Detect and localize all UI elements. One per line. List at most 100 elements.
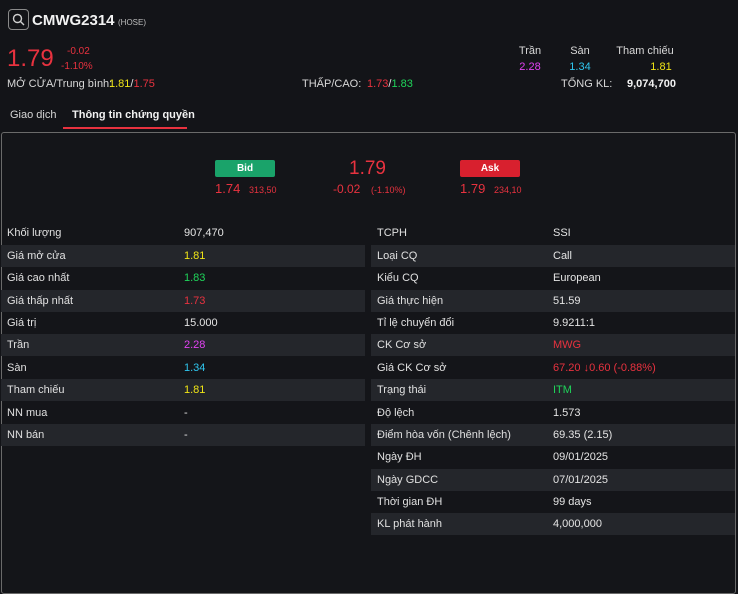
info-row-last-trading-date: Ngày GDCC 07/01/2025 [371,469,735,491]
info-row-cw-style: Kiểu CQ European [371,267,735,289]
row-value: 15.000 [184,317,218,329]
row-label: Giá CK Cơ sở [377,362,447,374]
info-row-underlying-price: Giá CK Cơ sở 67.20 ↓0.60 (-0.88%) [371,357,735,379]
info-row-underlying: CK Cơ sở MWG [371,334,735,356]
row-value: 4,000,000 [553,518,602,530]
row-label: Trần [7,339,30,351]
info-row-ceiling: Trần 2.28 [1,334,365,356]
ask-volume: 234,10 [494,185,522,195]
info-row-maturity-date: Ngày ĐH 09/01/2025 [371,446,735,468]
row-value: 1.81 [184,250,206,262]
row-value: - [184,429,188,441]
ceiling-label: Trần [518,45,542,57]
row-value: 1.73 [184,295,206,307]
ask-price: 1.79 [460,181,486,196]
arrow-down-icon: ↓ [583,362,590,374]
row-value: 99 days [553,496,592,508]
row-value: 1.81 [184,384,206,396]
row-label: Điểm hòa vốn (Chênh lệch) [377,429,511,441]
total-volume-label: TỔNG KL: [561,78,613,90]
total-volume-value: 9,074,700 [627,78,676,90]
row-value: 9.9211:1 [553,317,596,329]
row-value: European [553,272,601,284]
row-value: 2.28 [184,339,206,351]
tab-warrant-info[interactable]: Thông tin chứng quyền [72,109,195,121]
ceiling-value: 2.28 [519,61,541,73]
row-label: CK Cơ sở [377,339,427,351]
info-row-conversion-ratio: Tỉ lệ chuyển đổi 9.9211:1 [371,312,735,334]
info-row-floor: Sàn 1.34 [1,357,365,379]
row-label: Thời gian ĐH [377,496,443,508]
search-button[interactable] [8,9,29,30]
underlying-change: 0.60 (-0.88%) [589,362,656,374]
row-label: TCPH [377,227,407,239]
bid-price: 1.74 [215,181,241,196]
info-row-exercise-price: Giá thực hiện 51.59 [371,290,735,312]
info-row-reference: Tham chiếu 1.81 [1,379,365,401]
active-tab-indicator [63,127,187,129]
reference-label: Tham chiếu [616,45,674,57]
avg-value: 1.75 [133,78,155,90]
info-row-issuer: TCPH SSI [371,222,735,244]
exchange-label: (HOSE) [118,18,146,27]
info-row-low: Giá thấp nhất 1.73 [1,290,365,312]
current-change-pct: (-1.10%) [371,185,406,195]
ask-button[interactable]: Ask [460,160,520,177]
row-value: 907,470 [184,227,224,239]
row-label: Tham chiếu [7,384,65,396]
row-value: - [184,407,188,419]
open-avg-label: MỞ CỬA/Trung bình: [7,78,113,90]
high-value: 1.83 [391,78,413,90]
symbol-code: CMWG2314 [32,12,115,29]
row-label: Độ lệch [377,407,415,419]
search-icon [12,13,25,26]
row-value: 07/01/2025 [553,474,609,486]
row-label: Ngày GDCC [377,474,439,486]
floor-value: 1.34 [569,61,591,73]
row-value: 69.35 (2.15) [553,429,613,441]
row-label: Giá cao nhất [7,272,70,284]
row-label: Giá thấp nhất [7,295,74,307]
row-label: Khối lượng [7,227,62,239]
row-label: Tỉ lệ chuyển đổi [377,317,455,329]
current-price: 1.79 [349,158,386,179]
row-value: 09/01/2025 [553,451,609,463]
row-label: Giá mở cửa [7,250,66,262]
row-value: Call [553,250,572,262]
low-high-value: 1.73/1.83 [367,78,413,90]
row-value: SSI [553,227,571,239]
row-value: 1.83 [184,272,206,284]
row-label: Kiểu CQ [377,272,419,284]
info-row-deviation: Độ lệch 1.573 [371,402,735,424]
info-row-foreign-buy: NN mua - [1,402,365,424]
bid-button[interactable]: Bid [215,160,275,177]
reference-value: 1.81 [650,61,672,73]
info-row-status: Trạng thái ITM [371,379,735,401]
row-value: MWG [553,339,582,351]
open-value: 1.81 [109,78,131,90]
row-label: KL phát hành [377,518,443,530]
underlying-price: 67.20 [553,362,581,374]
row-value: 1.573 [553,407,581,419]
low-value: 1.73 [367,78,389,90]
row-label: Giá trị [7,317,37,329]
row-label: Loại CQ [377,250,418,262]
row-label: NN mua [7,407,48,419]
row-value: 51.59 [553,295,581,307]
separator: / [130,78,134,90]
bid-volume: 313,50 [249,185,277,195]
low-high-label: THẤP/CAO: [302,78,362,90]
price-change: -0.02 [67,46,90,57]
tab-trading[interactable]: Giao dịch [10,109,57,121]
open-avg-value: 1.81/1.75 [109,78,155,90]
row-value: 67.20 ↓0.60 (-0.88%) [553,357,656,379]
row-label: NN bán [7,429,45,441]
info-row-time-to-maturity: Thời gian ĐH 99 days [371,491,735,513]
info-row-cw-type: Loại CQ Call [371,245,735,267]
info-row-high: Giá cao nhất 1.83 [1,267,365,289]
info-row-issued-volume: KL phát hành 4,000,000 [371,513,735,535]
separator: / [388,78,392,90]
row-label: Giá thực hiện [377,295,444,307]
info-row-open: Giá mở cửa 1.81 [1,245,365,267]
current-change: -0.02 [333,182,361,196]
